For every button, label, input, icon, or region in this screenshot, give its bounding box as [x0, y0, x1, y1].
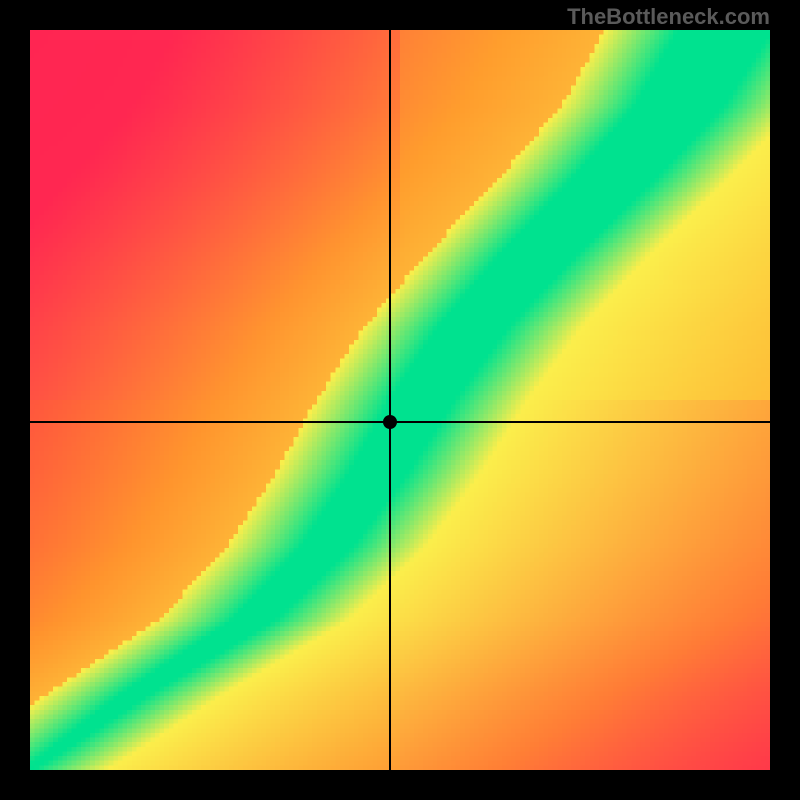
crosshair-horizontal [30, 421, 770, 423]
crosshair-vertical [389, 30, 391, 770]
heatmap-canvas [30, 30, 770, 770]
marker-dot [383, 415, 397, 429]
watermark-text: TheBottleneck.com [567, 4, 770, 30]
chart-container: TheBottleneck.com [0, 0, 800, 800]
